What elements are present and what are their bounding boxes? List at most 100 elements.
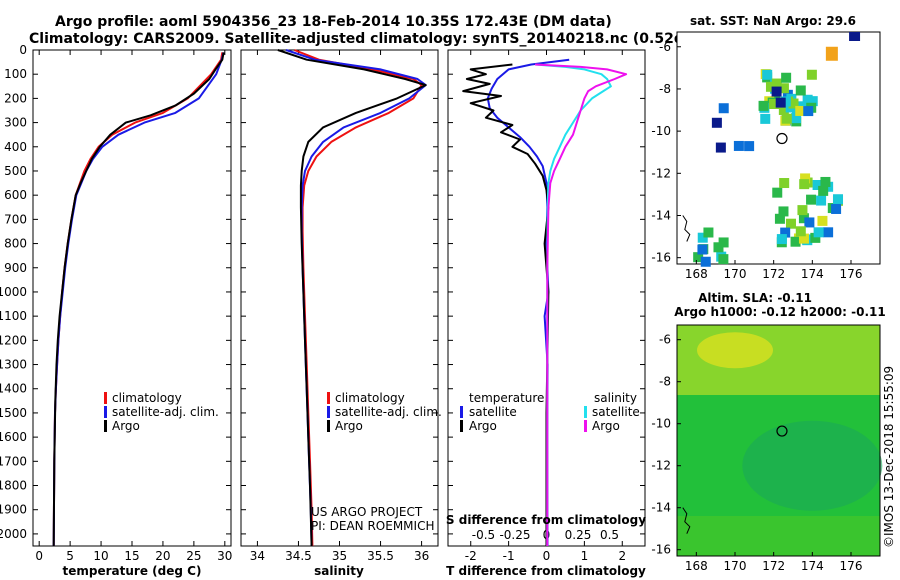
title-line-1: Argo profile: aoml 5904356_23 18-Feb-201… (55, 14, 612, 30)
legend-climatology: climatology (112, 391, 182, 405)
sst-cell (833, 194, 844, 205)
x-tick-label: 0 (543, 549, 551, 563)
sst-cell (779, 178, 790, 189)
sst-cell (760, 113, 771, 124)
lon-tick-label: 174 (801, 559, 824, 573)
difference-plot: -2 -1 0 1 2-0.5 -0.25 0 0.25 0.5 (462, 50, 628, 563)
sst-cell (771, 78, 782, 89)
argo-position-marker (776, 132, 788, 145)
sst-cell (715, 142, 726, 153)
x-tick-label: 25 (186, 549, 201, 563)
sst-cell (795, 226, 806, 237)
temperature-plot: 0 5 10 15 20 25 30 (35, 50, 232, 563)
lat-tick-label: -12 (651, 166, 671, 180)
sst-cell (769, 99, 780, 110)
difference-legend: temperature satellite Argo salinity sate… (460, 391, 640, 433)
depth-tick-label: 300 (4, 116, 27, 130)
x-tick-label: -2 (465, 549, 477, 563)
temperature-panel (32, 49, 232, 547)
sst-cell (703, 227, 714, 238)
sst-cell (772, 187, 783, 198)
legend-swatch-argo (104, 420, 107, 432)
salinity-panel (240, 49, 439, 547)
title-line-2: Climatology: CARS2009. Satellite-adjuste… (29, 31, 747, 47)
sst-cell (798, 233, 809, 244)
sla-anomaly-low (742, 420, 883, 511)
sst-cell (849, 32, 861, 41)
sst-cell (788, 98, 799, 109)
x-tick-label: 35 (332, 549, 347, 563)
sst-cell (733, 140, 744, 151)
depth-tick-label: 1900 (0, 503, 27, 517)
sst-cell (762, 69, 773, 80)
x2-tick-label: 0.25 (565, 528, 592, 542)
x-tick-label: 10 (93, 549, 108, 563)
sst-cell (693, 252, 704, 263)
sst-cell (817, 215, 828, 226)
legend-swatch-t-satellite (460, 406, 463, 418)
sst-cell (802, 94, 813, 105)
x2-tick-label: -0.5 (472, 528, 495, 542)
depth-tick-label: 500 (4, 164, 27, 178)
t-difference-axis-label: T difference from climatology (446, 564, 646, 578)
s-difference-axis-label: S difference from climatology (446, 513, 646, 527)
x-tick-label: 1 (581, 549, 589, 563)
legend-satellite: satellite-adj. clim. (112, 405, 219, 419)
sst-cell (711, 117, 722, 128)
sla-anomaly-high (697, 332, 773, 369)
sst-cell (697, 232, 708, 243)
sst-cell (806, 69, 817, 80)
lon-tick-label: 176 (840, 559, 863, 573)
sst-cell (718, 103, 729, 114)
sla-band-south (677, 516, 880, 556)
x-tick-label: 5 (66, 549, 74, 563)
legend-s-satellite: satellite (592, 405, 640, 419)
sst-cell (820, 176, 831, 187)
temperature-axis-label: temperature (deg C) (63, 564, 202, 578)
sst-cell (800, 173, 811, 184)
lat-tick-label: -10 (651, 417, 671, 431)
sla-map-border (676, 324, 881, 557)
sst-cell (795, 85, 806, 96)
series-argo (277, 49, 427, 547)
legend-swatch-satellite (327, 406, 330, 418)
depth-tick-label: 0 (19, 43, 27, 57)
lon-tick-label: 168 (685, 559, 708, 573)
sst-cell (795, 105, 806, 116)
x-tick-label: 15 (124, 549, 139, 563)
salinity-axis-label: salinity (314, 564, 364, 578)
depth-tick-label: 400 (4, 140, 27, 154)
legend-salinity-title: salinity (594, 391, 637, 405)
sst-cell (791, 113, 802, 124)
lon-tick-label: 170 (724, 559, 747, 573)
sst-cell (718, 254, 729, 265)
depth-axis: 0 100 200 300 400 500 600 700 800 900 1000 1100 1200… (0, 43, 645, 541)
legend-swatch-t-argo (460, 420, 463, 432)
salinity-legend: climatology satellite-adj. clim. Argo US… (311, 391, 442, 533)
legend-t-satellite: satellite (469, 405, 517, 419)
x-tick-label: 30 (217, 549, 232, 563)
sst-cell (778, 206, 789, 217)
lat-tick-label: -16 (651, 251, 671, 265)
legend-temperature-title: temperature (469, 391, 544, 405)
sst-cell (799, 179, 810, 190)
legend-swatch-climatology (327, 392, 330, 404)
sst-cell (823, 227, 834, 238)
coastline (682, 507, 691, 534)
sst-cell (771, 86, 782, 97)
lat-tick-label: -14 (651, 501, 671, 515)
x-tick-label: 34.5 (285, 549, 312, 563)
depth-tick-label: 2000 (0, 527, 27, 541)
sst-cell (781, 72, 792, 83)
x-tick-label: 35.5 (367, 549, 394, 563)
sst-cell (765, 81, 776, 92)
depth-tick-label: 1500 (0, 406, 27, 420)
pi-credit: PI: DEAN ROEMMICH (311, 519, 434, 533)
sst-cell (718, 237, 729, 248)
imos-credit: ©IMOS 13-Dec-2018 15:55:09 (882, 366, 896, 548)
sst-cell (713, 242, 724, 253)
sst-cell (781, 113, 792, 124)
sst-cell (816, 195, 827, 206)
